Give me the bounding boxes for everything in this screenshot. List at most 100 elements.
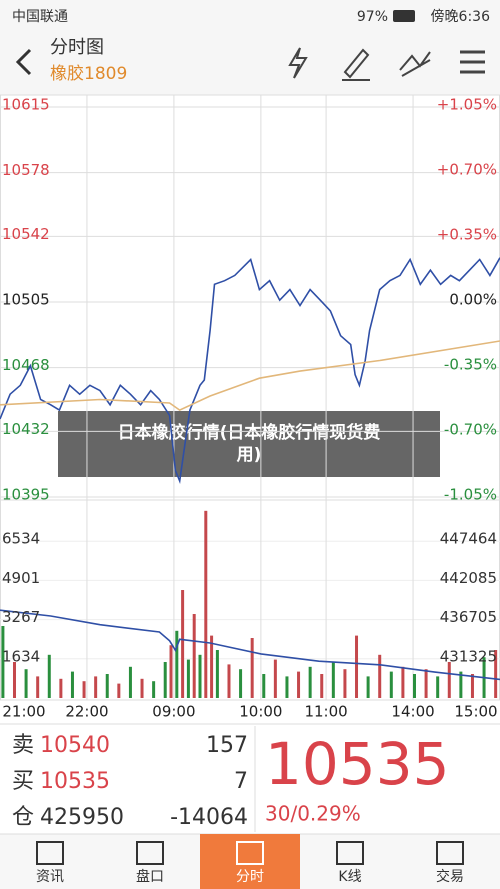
caption-line: 用): [237, 445, 262, 465]
tab-label[interactable]: 分时: [236, 869, 264, 885]
y2-tick-label: 0.00%: [449, 291, 497, 309]
caption: 日本橡胶行情(日本橡胶行情现货费用): [118, 422, 381, 465]
y-tick-label: 1634: [2, 647, 40, 665]
volume-bar: [331, 662, 335, 698]
x-tick-label: 11:00: [304, 703, 347, 721]
tab-label[interactable]: 交易: [436, 868, 464, 885]
sell-volume: 157: [206, 733, 248, 758]
volume-bar: [320, 674, 324, 698]
active-tab-bg: [200, 834, 300, 889]
volume-bar: [297, 671, 301, 698]
y-tick-label: 4901: [2, 569, 40, 587]
x-tick-label: 09:00: [152, 703, 195, 721]
volume-bar: [94, 676, 98, 698]
volume-bar: [494, 650, 498, 698]
tab-label[interactable]: K线: [338, 869, 361, 885]
contract-name: 橡胶1809: [50, 64, 127, 84]
volume-bar: [401, 666, 405, 698]
clock: 傍晚6:36: [431, 8, 491, 25]
flash-button[interactable]: [288, 47, 308, 79]
volume-bar: [389, 671, 393, 698]
open-interest: 425950: [40, 805, 124, 830]
y-tick-label: 10468: [2, 356, 50, 374]
y-tick-label: 10395: [2, 486, 50, 504]
tab-icon[interactable]: [36, 841, 64, 865]
caption-line: 日本橡胶行情(日本橡胶行情现货费: [118, 422, 381, 443]
y-tick-label: 10432: [2, 420, 50, 438]
volume-bar: [262, 674, 266, 698]
buy-volume: 7: [234, 769, 248, 794]
y-tick-label: 10505: [2, 291, 50, 309]
back-button[interactable]: [15, 48, 32, 76]
volume-bar: [447, 662, 451, 698]
volume-bar: [355, 635, 359, 698]
last-price: 10535: [265, 730, 450, 798]
y-tick-label: 10615: [2, 96, 50, 114]
volume-bar: [140, 678, 144, 698]
time-axis: [0, 700, 500, 722]
y-tick-label: 6534: [2, 530, 40, 548]
page-title: 分时图: [50, 37, 104, 58]
oi-label: 仓: [12, 805, 34, 830]
volume-bar: [215, 650, 219, 698]
tab-label[interactable]: 盘口: [136, 868, 164, 885]
y2-tick-label: -0.70%: [444, 421, 497, 439]
series-line: [0, 257, 500, 485]
volume-bar: [459, 671, 463, 698]
oi-change: -14064: [170, 805, 248, 830]
volume-bar: [175, 630, 179, 698]
volume-bar: [186, 659, 190, 698]
x-tick-label: 10:00: [239, 703, 282, 721]
volume-bar: [210, 635, 214, 698]
volume-bar: [192, 614, 196, 698]
sell-price: 10540: [40, 733, 110, 758]
tab-icon[interactable]: [436, 841, 464, 865]
draw-button[interactable]: [342, 48, 370, 81]
volume-bar: [47, 654, 51, 698]
volume-bar: [308, 666, 312, 698]
volume-bar: [24, 669, 28, 698]
price-change: 30/0.29%: [265, 802, 361, 826]
volume-bar: [198, 654, 202, 698]
y2-tick-label: 436705: [440, 608, 497, 626]
series-line: [0, 609, 500, 681]
volume-bar: [12, 662, 16, 698]
y2-tick-label: 442085: [440, 569, 497, 587]
y2-tick-label: +1.05%: [437, 96, 497, 114]
menu-button[interactable]: [460, 50, 485, 74]
tab-label[interactable]: 资讯: [36, 869, 64, 885]
volume-bar: [117, 683, 121, 698]
tab-icon[interactable]: [336, 841, 364, 865]
volume-bar: [227, 664, 231, 698]
volume-bar: [378, 654, 382, 698]
volume-bar: [169, 645, 173, 698]
battery-level: 97%: [357, 9, 388, 25]
volume-bar: [285, 676, 289, 698]
volume-bar: [152, 681, 156, 698]
volume-bar: [163, 662, 167, 698]
volume-bar: [128, 666, 132, 698]
x-tick-label: 15:00: [454, 703, 497, 721]
indicator-button[interactable]: [399, 51, 431, 77]
y2-tick-label: -0.35%: [444, 356, 497, 374]
volume-bar: [181, 590, 185, 698]
buy-price: 10535: [40, 769, 110, 794]
volume-bar: [436, 676, 440, 698]
x-tick-label: 22:00: [65, 703, 108, 721]
tab-icon[interactable]: [236, 841, 264, 865]
tab-icon[interactable]: [136, 841, 164, 865]
volume-bar: [105, 674, 109, 698]
y2-tick-label: -1.05%: [444, 486, 497, 504]
volume-bar: [366, 676, 370, 698]
volume-bar: [82, 681, 86, 698]
volume-bar: [204, 510, 208, 698]
y2-tick-label: +0.70%: [437, 161, 497, 179]
volume-bar: [70, 671, 74, 698]
volume-bar: [36, 676, 40, 698]
y-tick-label: 10542: [2, 225, 50, 243]
carrier: 中国联通: [12, 9, 68, 25]
series-line: [0, 340, 500, 412]
volume-bar: [470, 674, 474, 698]
y2-tick-label: +0.35%: [437, 226, 497, 244]
top-bar: [0, 0, 500, 95]
